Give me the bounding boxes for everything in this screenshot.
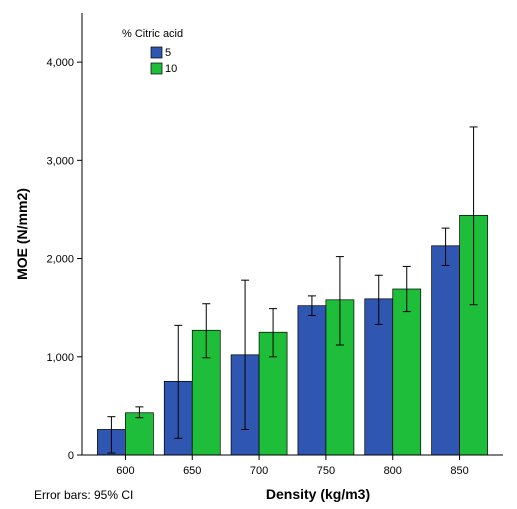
error-bar-750-series-5 <box>307 295 316 317</box>
bar-800-series-10 <box>392 288 422 456</box>
error-bar-700-series-5 <box>241 279 250 430</box>
error-bar-650-series-10 <box>202 303 211 359</box>
error-bar-700-series-10 <box>269 308 278 358</box>
legend-swatch-5 <box>150 46 163 59</box>
error-bars-note: Error bars: 95% CI <box>34 488 133 502</box>
legend-title: % Citric acid <box>122 28 183 40</box>
legend: % Citric acid 5 10 <box>122 28 183 75</box>
x-tick-label: 850 <box>450 465 468 477</box>
x-tick-label: 600 <box>116 465 134 477</box>
y-tick-label: 1,000 <box>46 352 74 364</box>
y-ticks: 0 1,000 2,000 3,000 4,000 <box>46 57 82 462</box>
legend-label-10: 10 <box>165 63 177 75</box>
legend-label-5: 5 <box>165 47 171 59</box>
error-bar-600-series-5 <box>107 416 116 454</box>
bar-750-series-5 <box>297 305 327 456</box>
x-tick-label: 650 <box>183 465 201 477</box>
error-bar-800-series-5 <box>374 274 383 325</box>
error-bar-650-series-5 <box>174 324 183 439</box>
x-axis-title: Density (kg/m3) <box>266 486 370 502</box>
error-bar-750-series-10 <box>335 256 344 346</box>
bar-600-series-10 <box>125 412 154 456</box>
error-bar-850-series-5 <box>441 227 450 266</box>
x-tick-label: 750 <box>317 465 335 477</box>
error-bar-850-series-10 <box>469 126 478 306</box>
y-tick-label: 4,000 <box>46 57 74 69</box>
x-tick-label: 700 <box>250 465 268 477</box>
x-ticks: 600 650 700 750 800 850 <box>116 455 469 477</box>
y-tick-label: 0 <box>68 450 74 462</box>
error-bar-800-series-10 <box>402 265 411 313</box>
y-tick-label: 3,000 <box>46 155 74 167</box>
plot-area <box>97 126 488 456</box>
legend-swatch-10 <box>150 62 163 75</box>
y-tick-label: 2,000 <box>46 254 74 266</box>
error-bar-600-series-10 <box>135 406 144 419</box>
x-tick-label: 800 <box>384 465 402 477</box>
bar-850-series-5 <box>431 245 460 456</box>
y-axis-title: MOE (N/mm2) <box>14 188 30 280</box>
